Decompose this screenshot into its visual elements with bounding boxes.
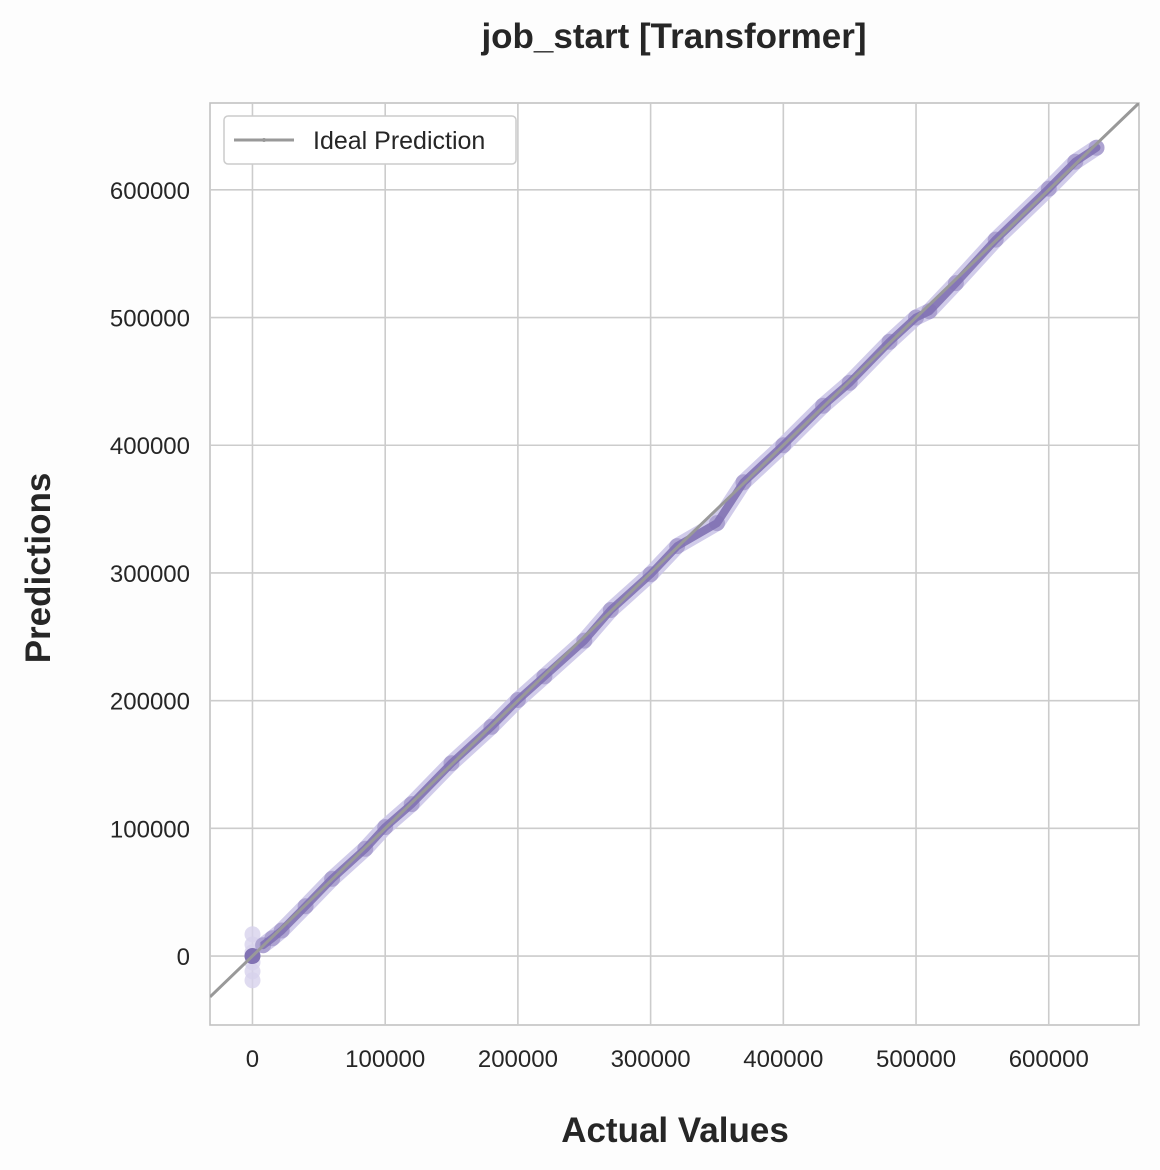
y-axis-label: Predictions: [19, 473, 58, 664]
scatter-point: [273, 922, 290, 939]
y-tick-label: 0: [177, 944, 190, 971]
x-tick-label: 100000: [345, 1046, 425, 1073]
legend-box: [223, 115, 517, 165]
plot-content: [210, 103, 1139, 998]
scatter-point: [576, 632, 593, 649]
y-tick-label: 300000: [110, 561, 190, 588]
plot-clip-group: [210, 103, 1139, 998]
x-tick-label: 200000: [478, 1046, 558, 1073]
scatter-point: [709, 515, 725, 532]
ideal-prediction-line: [210, 103, 1139, 998]
x-tick-label: 400000: [743, 1046, 823, 1073]
x-tick-label: 0: [246, 1046, 259, 1073]
scatter-point: [244, 972, 261, 989]
chart-title: job_start [Transformer]: [480, 17, 866, 56]
y-tick-label: 600000: [110, 178, 190, 205]
y-tick-label: 500000: [110, 306, 190, 333]
legend: Ideal Prediction: [223, 115, 517, 165]
y-tick-label: 400000: [110, 433, 190, 460]
x-axis-label: Actual Values: [561, 1111, 789, 1150]
legend-marker-swatch: [262, 138, 266, 142]
x-tick-label: 300000: [611, 1046, 691, 1073]
y-axis-ticks: 0 100000 200000 300000 400000 500000 600000: [110, 178, 190, 971]
legend-entry-ideal-prediction: Ideal Prediction: [313, 127, 485, 155]
y-tick-label: 200000: [110, 689, 190, 716]
scatter-point: [1067, 153, 1084, 170]
x-tick-label: 500000: [876, 1046, 956, 1073]
grid: [210, 103, 1139, 1025]
scatter-point: [947, 275, 964, 292]
x-axis-ticks: 0 100000 200000 300000 400000 500000 600000: [246, 1046, 1089, 1073]
y-tick-label: 100000: [110, 816, 190, 843]
scatter-point: [1088, 139, 1105, 156]
x-tick-label: 600000: [1009, 1046, 1089, 1073]
